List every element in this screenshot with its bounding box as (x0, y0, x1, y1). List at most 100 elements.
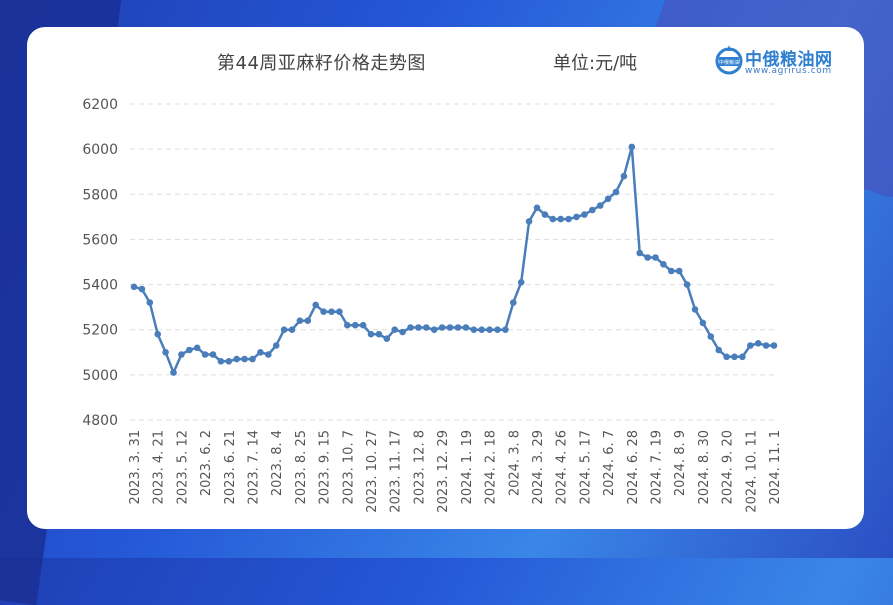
x-tick-label: 2023. 6. 2 (199, 430, 214, 496)
data-point (391, 326, 399, 334)
data-point (541, 211, 549, 218)
data-point (683, 281, 691, 288)
data-point (707, 333, 715, 340)
data-point (375, 330, 383, 338)
data-point (660, 261, 667, 268)
data-point (312, 301, 320, 309)
data-point (731, 353, 738, 361)
data-point (249, 355, 256, 363)
y-tick-label: 5000 (82, 368, 118, 384)
data-point (525, 218, 533, 225)
y-tick-label: 6000 (82, 142, 118, 158)
x-tick-label: 2024. 2. 18 (484, 430, 499, 504)
data-point (296, 317, 304, 325)
data-point (462, 324, 470, 331)
data-point (557, 215, 564, 223)
x-tick-label: 2023. 10. 7 (341, 430, 356, 504)
data-point (257, 349, 264, 356)
y-axis: 4800 5000 5200 5400 5600 5800 6000 6200 (82, 97, 118, 429)
data-point (628, 143, 636, 151)
y-tick-label: 5200 (82, 323, 118, 339)
x-tick-label: 2023. 3. 31 (128, 430, 143, 504)
data-point (359, 321, 367, 329)
data-point (430, 326, 438, 334)
data-point (486, 326, 493, 334)
data-point (549, 215, 557, 223)
data-point (201, 351, 209, 358)
data-point (533, 204, 541, 212)
x-tick-label: 2023. 11. 17 (389, 430, 404, 513)
data-point (747, 342, 754, 349)
data-point (770, 342, 778, 349)
data-point (502, 326, 509, 334)
x-tick-label: 2024. 10. 11 (744, 430, 759, 513)
data-point (589, 206, 596, 214)
data-point (288, 326, 296, 334)
data-point (739, 353, 746, 361)
data-point (217, 358, 225, 365)
data-point (138, 285, 146, 293)
data-point (604, 195, 612, 203)
x-tick-label: 2023. 12. 8 (412, 430, 427, 504)
data-point (383, 335, 391, 343)
data-point (644, 254, 651, 261)
data-point (612, 188, 620, 196)
data-point (565, 215, 572, 223)
data-point (454, 324, 462, 331)
x-tick-label: 2024. 3. 8 (507, 430, 522, 496)
x-tick-label: 2023. 9. 15 (318, 430, 333, 504)
data-point (423, 324, 430, 331)
series-layer (130, 143, 778, 376)
data-point (351, 321, 359, 329)
data-point (367, 330, 375, 338)
x-tick-label: 2023. 6. 21 (223, 430, 238, 504)
x-tick-label: 2024. 6. 7 (602, 430, 617, 496)
x-tick-label: 2024. 4. 26 (555, 430, 570, 504)
unit-label: 单位:元/吨 (553, 53, 638, 74)
data-point (193, 344, 201, 352)
data-point (178, 351, 185, 358)
x-tick-label: 2024. 9. 20 (721, 430, 736, 504)
data-point (304, 317, 312, 325)
data-point (146, 299, 154, 306)
data-point (446, 324, 454, 331)
logo-emblem-icon: 中俄粮油 (715, 45, 743, 75)
data-point (620, 172, 628, 180)
data-point (272, 342, 280, 349)
x-tick-label: 2023. 10. 27 (365, 430, 380, 513)
data-point (209, 351, 217, 358)
data-point (652, 254, 659, 261)
grid-lines (130, 103, 778, 421)
data-point (233, 355, 240, 363)
data-point (265, 351, 272, 358)
x-tick-label: 2024. 1. 19 (460, 430, 475, 504)
x-tick-label: 2024. 11. 1 (768, 430, 783, 504)
logo-url: www.agrirus.com (745, 66, 832, 76)
data-point (699, 319, 707, 327)
x-tick-label: 2024. 5. 17 (578, 430, 593, 504)
data-point (154, 330, 161, 338)
x-tick-label: 2024. 6. 28 (626, 430, 641, 504)
x-tick-label: 2023. 4. 21 (152, 430, 167, 504)
x-tick-label: 2023. 5. 12 (175, 430, 190, 504)
data-point (762, 342, 770, 349)
data-point (170, 369, 177, 376)
data-point (399, 328, 406, 336)
data-point (754, 340, 762, 347)
data-point (344, 321, 351, 329)
data-point (280, 326, 288, 334)
data-point (494, 326, 501, 334)
y-tick-label: 5800 (82, 187, 118, 203)
x-tick-label: 2024. 3. 29 (531, 430, 546, 504)
data-point (636, 249, 643, 257)
y-tick-label: 6200 (82, 97, 118, 113)
site-logo: 中俄粮油 中俄粮油网 www.agrirus.com (715, 41, 845, 83)
data-point (596, 202, 604, 209)
chart-card: 第44周亚麻籽价格走势图 单位:元/吨 中俄粮油 中俄粮油网 www.agrir… (27, 27, 864, 529)
y-tick-label: 5600 (82, 232, 118, 248)
logo-badge-text: 中俄粮油 (719, 59, 739, 66)
data-point (715, 346, 722, 354)
data-point (438, 324, 446, 331)
data-point (510, 299, 517, 306)
y-tick-label: 5400 (82, 278, 118, 294)
